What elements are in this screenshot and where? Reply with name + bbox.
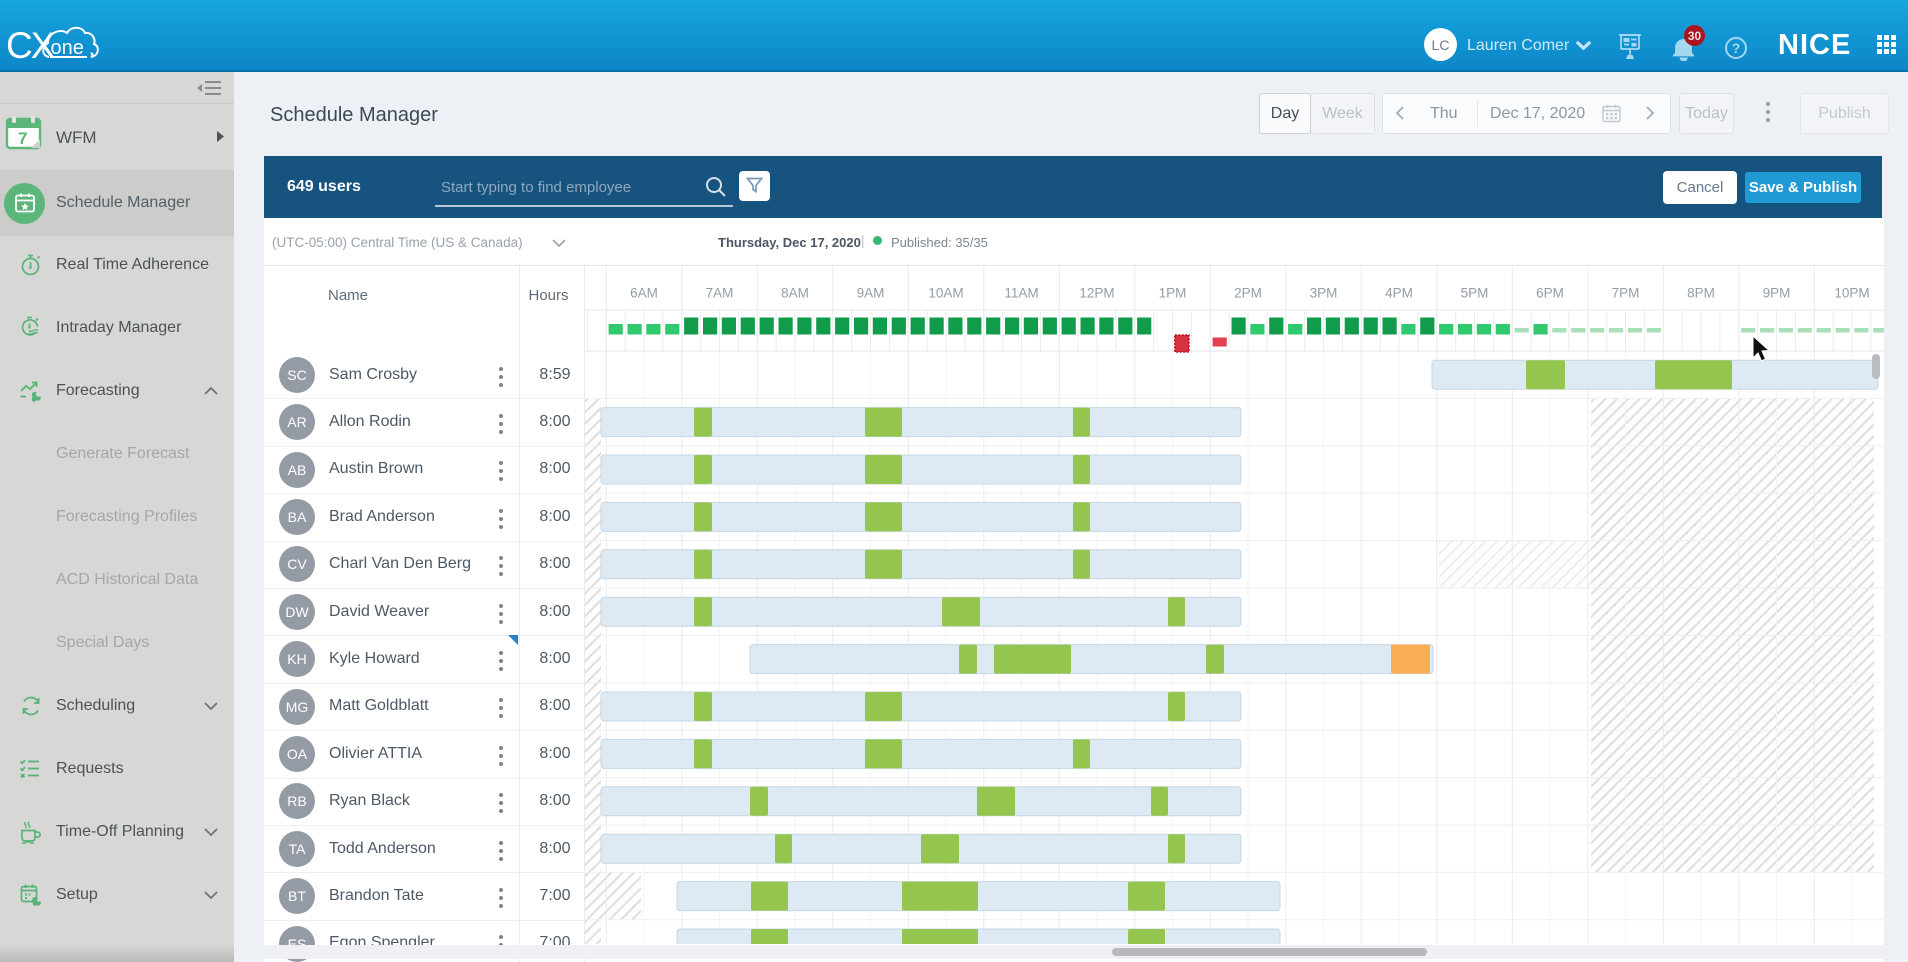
svg-text:7AM: 7AM (706, 286, 734, 301)
svg-text:11AM: 11AM (1004, 286, 1038, 301)
svg-text:CX: CX (8, 25, 55, 64)
svg-text:7: 7 (18, 129, 27, 148)
svg-text:1PM: 1PM (1159, 286, 1187, 301)
svg-text:2PM: 2PM (1234, 286, 1262, 301)
svg-text:4PM: 4PM (1385, 286, 1413, 301)
svg-text:one: one (51, 37, 84, 59)
svg-text:12PM: 12PM (1079, 286, 1114, 301)
svg-text:6AM: 6AM (630, 286, 658, 301)
svg-text:9AM: 9AM (857, 286, 885, 301)
svg-text:10PM: 10PM (1834, 286, 1869, 301)
svg-text:5PM: 5PM (1461, 286, 1489, 301)
svg-text:10AM: 10AM (928, 286, 963, 301)
svg-text:8PM: 8PM (1687, 286, 1715, 301)
svg-text:6PM: 6PM (1536, 286, 1564, 301)
svg-text:9PM: 9PM (1763, 286, 1791, 301)
svg-text:3PM: 3PM (1310, 286, 1338, 301)
svg-text:7PM: 7PM (1612, 286, 1640, 301)
svg-text:8AM: 8AM (781, 286, 809, 301)
